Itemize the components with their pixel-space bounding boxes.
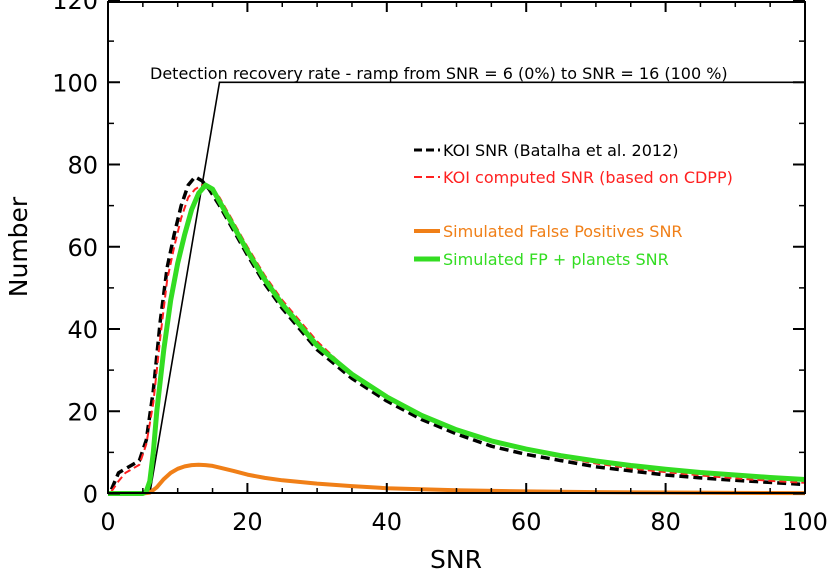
x-tick-label: 100 bbox=[782, 508, 828, 536]
y-tick-label: 100 bbox=[52, 69, 98, 97]
x-tick-label: 20 bbox=[232, 508, 263, 536]
x-tick-label: 60 bbox=[511, 508, 542, 536]
y-tick-label: 40 bbox=[67, 316, 98, 344]
x-tick-label: 80 bbox=[650, 508, 681, 536]
legend-label-false-positives: Simulated False Positives SNR bbox=[443, 222, 683, 241]
y-tick-label: 60 bbox=[67, 234, 98, 262]
legend-label-koi-computed: KOI computed SNR (based on CDPP) bbox=[443, 168, 733, 187]
x-tick-label: 40 bbox=[372, 508, 403, 536]
series-koi-snr bbox=[109, 175, 806, 491]
x-tick-label: 0 bbox=[100, 508, 115, 536]
series-fp-planets bbox=[108, 182, 806, 496]
y-tick-label: 0 bbox=[83, 481, 98, 509]
legend-label-fp-planets: Simulated FP + planets SNR bbox=[443, 250, 669, 269]
y-axis-title: Number bbox=[4, 196, 33, 297]
legend: KOI SNR (Batalha et al. 2012) KOI comput… bbox=[414, 141, 733, 269]
y-tick-label: 80 bbox=[67, 152, 98, 180]
y-tick-label: 120 bbox=[52, 0, 98, 15]
y-tick-label: 20 bbox=[67, 398, 98, 426]
ramp-line bbox=[149, 81, 805, 494]
legend-label-koi-snr: KOI SNR (Batalha et al. 2012) bbox=[443, 141, 679, 160]
ramp-annotation: Detection recovery rate - ramp from SNR … bbox=[150, 64, 728, 83]
x-axis-title: SNR bbox=[430, 545, 482, 573]
series-false-positives bbox=[108, 462, 806, 496]
